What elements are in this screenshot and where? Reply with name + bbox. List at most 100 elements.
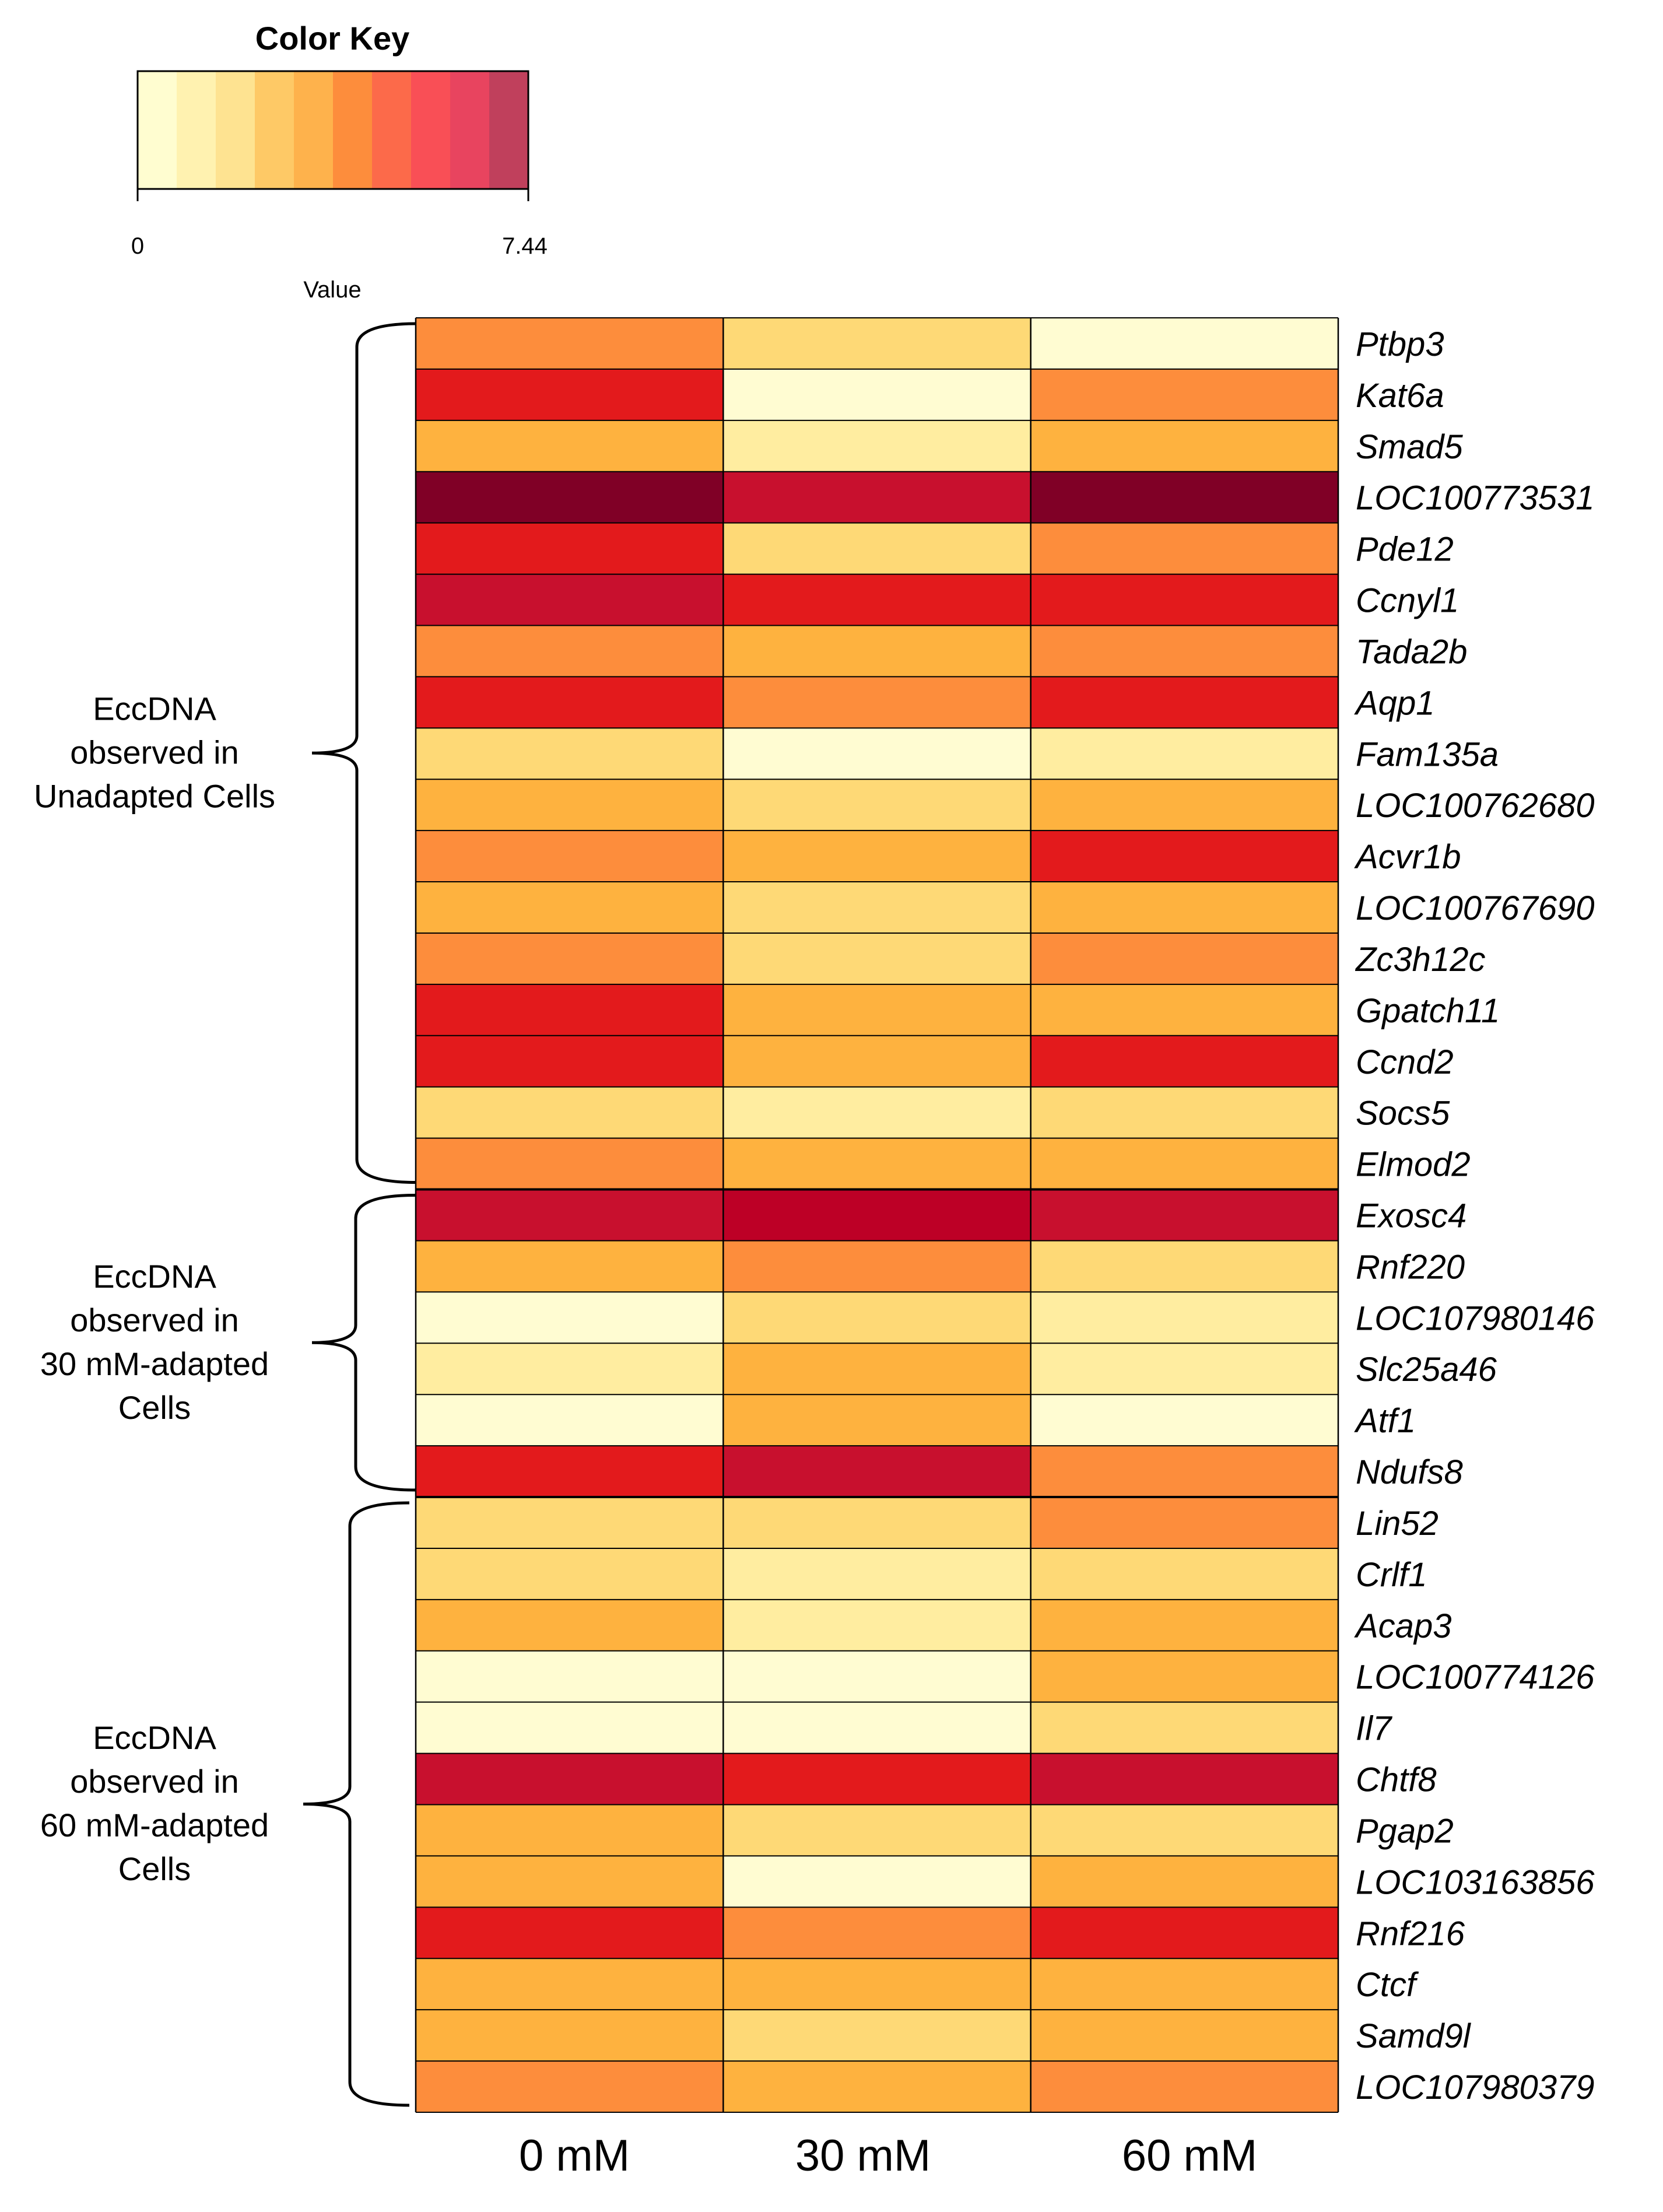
color-key: Color Key 0 7.44 Value (131, 20, 548, 303)
heatmap-cell (416, 2061, 724, 2112)
heatmap-cell (416, 369, 724, 420)
heatmap-cell (723, 1394, 1031, 1446)
row-label: Lin52 (1356, 1505, 1439, 1543)
row-label: Kat6a (1356, 377, 1444, 415)
heatmap-cell (723, 1856, 1031, 1908)
color-key-swatch (333, 71, 373, 189)
column-label: 60 mM (1122, 2131, 1257, 2181)
row-label: Acvr1b (1354, 838, 1461, 876)
heatmap-cell (416, 1650, 724, 1702)
heatmap-cell (416, 933, 724, 984)
heatmap-cell (1030, 1138, 1338, 1190)
row-label: Zc3h12c (1355, 941, 1485, 979)
heatmap-cell (1030, 1702, 1338, 1754)
heatmap-cell (416, 1240, 724, 1292)
color-key-swatch (489, 71, 529, 189)
heatmap-cell (1030, 369, 1338, 420)
heatmap-cell (1030, 1753, 1338, 1805)
heatmap-cell (723, 1138, 1031, 1190)
row-label: Fam135a (1356, 735, 1499, 773)
heatmap-cell (1030, 933, 1338, 984)
row-label: Smad5 (1356, 428, 1464, 466)
heatmap-cell (1030, 676, 1338, 728)
heatmap-cell (416, 1702, 724, 1754)
row-label: Rnf216 (1356, 1915, 1465, 1952)
color-key-border (136, 70, 529, 190)
heatmap-cell (416, 779, 724, 831)
row-label: Ctcf (1356, 1966, 1419, 2004)
group-bracket (311, 322, 417, 1184)
row-label: Ndufs8 (1356, 1453, 1463, 1491)
heatmap-cell (1030, 1856, 1338, 1908)
heatmap-cell (1030, 1292, 1338, 1344)
heatmap-cell (1030, 1958, 1338, 2010)
heatmap-cell (723, 728, 1031, 780)
color-key-axis-label: Value (303, 277, 361, 303)
group-label-line: observed in (70, 1763, 239, 1800)
color-key-min-label: 0 (131, 233, 144, 259)
color-key-swatch (450, 71, 490, 189)
group-label-line: Cells (118, 1389, 191, 1426)
heatmap-cell (723, 2061, 1031, 2112)
heatmap-cell (723, 2010, 1031, 2062)
heatmap-cell (416, 1138, 724, 1190)
heatmap-cell (416, 1446, 724, 1498)
heatmap-cell (723, 1189, 1031, 1241)
row-label: LOC107980379 (1356, 2069, 1595, 2106)
group-bracket (303, 1501, 410, 2107)
color-key-swatch (216, 71, 255, 189)
column-labels: 0 mM 30 mM 60 mM (519, 2131, 1257, 2181)
color-key-swatch (294, 71, 334, 189)
heatmap-cell (416, 676, 724, 728)
heatmap-cell (1030, 523, 1338, 574)
heatmap-cell (723, 420, 1031, 472)
heatmap-cell (723, 1343, 1031, 1395)
heatmap-cell (416, 1189, 724, 1241)
row-label: Exosc4 (1356, 1197, 1466, 1235)
heatmap-cell (1030, 1650, 1338, 1702)
heatmap-cell (723, 830, 1031, 882)
heatmap-cell (723, 984, 1031, 1036)
heatmap-cell (723, 1599, 1031, 1651)
heatmap-cells (416, 318, 1338, 2112)
heatmap-cell (1030, 1804, 1338, 1856)
row-label: LOC100774126 (1356, 1659, 1595, 1696)
heatmap-cell (416, 574, 724, 626)
heatmap-cell (723, 1650, 1031, 1702)
heatmap-cell (1030, 1189, 1338, 1241)
heatmap-cell (1030, 1343, 1338, 1395)
group-label-line: 30 mM-adapted (40, 1345, 269, 1382)
color-key-gradient (138, 71, 529, 189)
heatmap-cell (416, 1497, 724, 1548)
color-key-title: Color Key (255, 20, 410, 57)
heatmap-cell (416, 1292, 724, 1344)
heatmap-cell (416, 318, 724, 369)
row-label: Ccnyl1 (1356, 582, 1459, 620)
heatmap-cell (723, 1548, 1031, 1600)
heatmap-cell (723, 1907, 1031, 1959)
heatmap-cell (1030, 882, 1338, 933)
heatmap-cell (416, 1804, 724, 1856)
heatmap-cell (1030, 471, 1338, 523)
heatmap-cell (1030, 1240, 1338, 1292)
heatmap-cell (723, 1753, 1031, 1805)
heatmap-cell (416, 420, 724, 472)
heatmap-cell (723, 1702, 1031, 1754)
row-label: Gpatch11 (1356, 992, 1500, 1030)
heatmap-cell (723, 779, 1031, 831)
row-label: Acap3 (1354, 1607, 1451, 1645)
heatmap-cell (416, 1907, 724, 1959)
heatmap-cell (1030, 1394, 1338, 1446)
row-group-brackets: EccDNA observed in Unadapted Cells EccDNA ob… (34, 322, 417, 2107)
row-label: LOC107980146 (1356, 1299, 1595, 1337)
heatmap-cell (416, 1086, 724, 1138)
row-label: Atf1 (1354, 1402, 1416, 1440)
row-label: Tada2b (1356, 633, 1467, 671)
row-label: Ptbp3 (1356, 325, 1444, 363)
row-label: LOC100773531 (1356, 479, 1595, 517)
heatmap-cell (723, 369, 1031, 420)
heatmap-cell (416, 830, 724, 882)
group-label-line: observed in (70, 1302, 239, 1338)
row-label: Socs5 (1356, 1095, 1450, 1133)
heatmap-cell (1030, 1599, 1338, 1651)
